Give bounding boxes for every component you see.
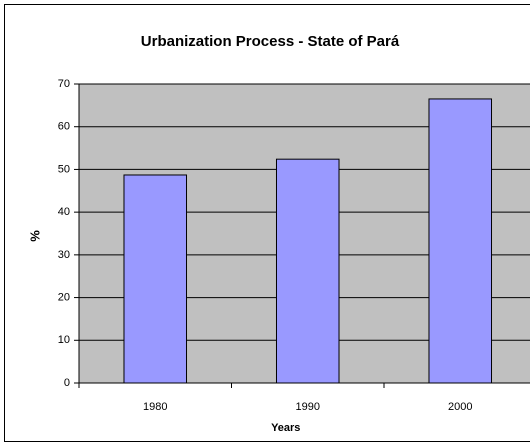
x-tick-label: 1990	[296, 401, 320, 413]
y-tick-label: 50	[58, 163, 70, 175]
chart-title: Urbanization Process - State of Pará	[141, 33, 400, 50]
y-tick-label: 60	[58, 121, 70, 133]
x-tick-label: 2000	[448, 401, 472, 413]
bar	[428, 98, 493, 384]
y-tick-label: 40	[58, 206, 70, 218]
y-axis-label: %	[27, 230, 42, 242]
y-tick-label: 70	[58, 78, 70, 90]
y-tick-label: 10	[58, 334, 70, 346]
y-tick-label: 0	[64, 377, 70, 389]
y-tick-label: 30	[58, 249, 70, 261]
x-tick-label: 1980	[143, 401, 167, 413]
bar	[123, 174, 188, 384]
y-tick-label: 20	[58, 291, 70, 303]
bar	[275, 158, 340, 384]
x-axis-label: Years	[271, 422, 300, 434]
